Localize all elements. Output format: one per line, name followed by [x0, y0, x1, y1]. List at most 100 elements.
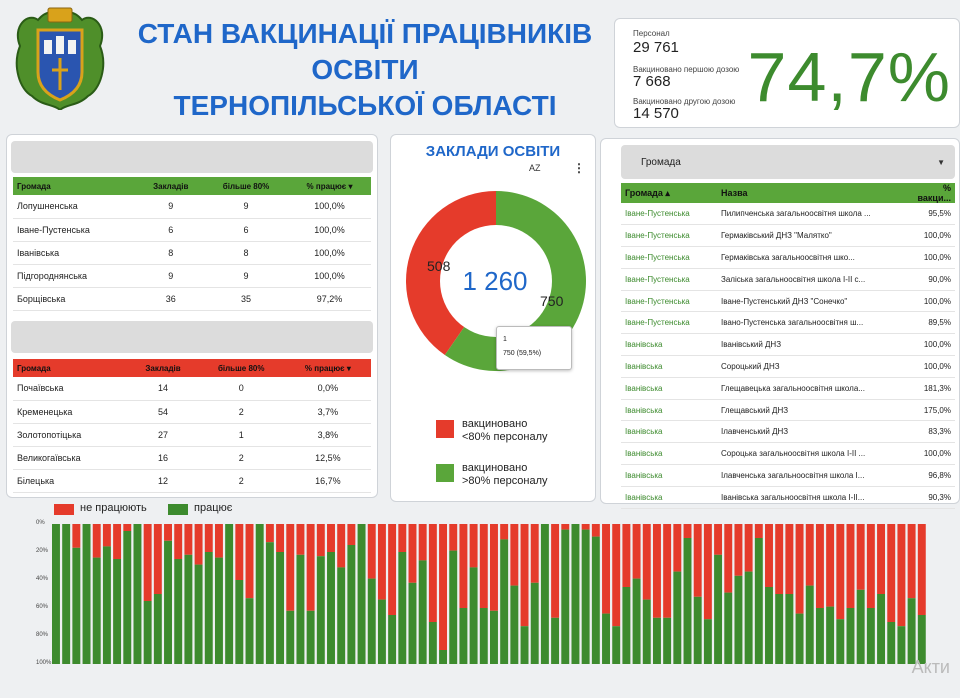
bar-not-working[interactable]	[306, 524, 315, 611]
bar-working[interactable]	[296, 554, 305, 664]
bar-working[interactable]	[459, 608, 468, 664]
bar-not-working[interactable]	[235, 524, 244, 580]
bar-not-working[interactable]	[164, 524, 172, 541]
bar-working[interactable]	[917, 615, 926, 664]
bar-not-working[interactable]	[551, 524, 560, 618]
bar-working[interactable]	[683, 538, 692, 664]
table-row[interactable]: Іванівська Сороцький ДНЗ 100,0%	[621, 355, 955, 378]
bar-working[interactable]	[642, 599, 651, 664]
bar-working[interactable]	[164, 540, 172, 664]
col-header-community[interactable]: Громада ▴	[621, 183, 717, 203]
col-header-more80[interactable]: більше 80%	[197, 359, 285, 377]
bar-not-working[interactable]	[897, 524, 906, 627]
col-header-institutions[interactable]: Закладів	[128, 359, 198, 377]
col-header-vaccinated[interactable]: % вакци...	[905, 183, 955, 203]
bar-not-working[interactable]	[591, 524, 600, 537]
bar-working[interactable]	[265, 542, 274, 664]
bar-not-working[interactable]	[887, 524, 896, 622]
bar-working[interactable]	[602, 613, 610, 664]
bar-working[interactable]	[449, 550, 458, 664]
bar-not-working[interactable]	[418, 524, 427, 561]
bar-working[interactable]	[479, 608, 488, 664]
bar-working[interactable]	[510, 585, 519, 664]
bar-working[interactable]	[62, 524, 71, 664]
bar-working[interactable]	[92, 557, 101, 664]
bar-not-working[interactable]	[479, 524, 488, 608]
bar-working[interactable]	[255, 524, 264, 664]
bar-working[interactable]	[174, 559, 183, 664]
bar-not-working[interactable]	[836, 524, 845, 620]
bar-not-working[interactable]	[377, 524, 386, 600]
bar-working[interactable]	[286, 610, 295, 664]
bar-not-working[interactable]	[174, 524, 183, 559]
bar-working[interactable]	[347, 545, 356, 664]
bar-not-working[interactable]	[602, 524, 610, 614]
more-options-icon[interactable]: ⋮	[573, 161, 585, 175]
bar-not-working[interactable]	[907, 524, 916, 599]
bar-not-working[interactable]	[765, 524, 773, 587]
bar-working[interactable]	[785, 594, 794, 664]
bar-working[interactable]	[235, 580, 244, 664]
bar-working[interactable]	[612, 626, 621, 664]
bar-not-working[interactable]	[296, 524, 305, 555]
table-row[interactable]: Іване-Пустенська 6 6 100,0%	[13, 218, 371, 242]
filter-bar-top[interactable]	[11, 141, 373, 173]
table-row[interactable]: Борщівська 36 35 97,2%	[13, 287, 371, 311]
bar-working[interactable]	[398, 552, 407, 664]
bar-not-working[interactable]	[265, 524, 274, 543]
bar-working[interactable]	[815, 608, 824, 664]
bar-working[interactable]	[622, 587, 631, 664]
bar-not-working[interactable]	[856, 524, 865, 590]
bar-not-working[interactable]	[153, 524, 162, 594]
bar-not-working[interactable]	[795, 524, 804, 614]
filter-bar-bottom[interactable]	[11, 321, 373, 353]
bar-working[interactable]	[551, 617, 560, 664]
table-row[interactable]: Іванівська Глещавський ДНЗ 175,0%	[621, 399, 955, 422]
bar-not-working[interactable]	[846, 524, 855, 608]
bar-working[interactable]	[724, 592, 733, 664]
table-row[interactable]: Лопушненська 9 9 100,0%	[13, 195, 371, 219]
table-row[interactable]: Іване-Пустенська Гермаківський ДНЗ "Малят…	[621, 224, 955, 248]
bar-not-working[interactable]	[123, 524, 132, 531]
bar-working[interactable]	[500, 539, 509, 664]
bar-not-working[interactable]	[286, 524, 295, 611]
table-row[interactable]: Почаївська 14 0 0,0%	[13, 377, 371, 401]
bar-working[interactable]	[540, 524, 549, 664]
bar-working[interactable]	[113, 559, 122, 664]
table-row[interactable]: Іване-Пустенська Іване-Пустенський ДНЗ "С…	[621, 290, 955, 313]
bar-working[interactable]	[82, 524, 91, 664]
bar-not-working[interactable]	[775, 524, 784, 594]
table-row[interactable]: Іванівська Іванівська загальноосвітня шко…	[621, 486, 955, 509]
bar-not-working[interactable]	[439, 524, 448, 650]
table-row[interactable]: Великогаївська 16 2 12,5%	[13, 446, 371, 470]
bar-working[interactable]	[703, 619, 712, 664]
bar-not-working[interactable]	[917, 524, 926, 615]
bar-not-working[interactable]	[612, 524, 621, 627]
bar-working[interactable]	[469, 567, 478, 664]
bar-working[interactable]	[754, 538, 763, 664]
bar-working[interactable]	[367, 578, 376, 664]
bar-working[interactable]	[866, 608, 875, 664]
bar-working[interactable]	[123, 531, 132, 664]
bar-working[interactable]	[225, 524, 234, 664]
bar-not-working[interactable]	[490, 524, 498, 611]
table-row[interactable]: Іванівська Сороцька загальноосвітня школа…	[621, 442, 955, 466]
bar-not-working[interactable]	[184, 524, 193, 555]
bar-not-working[interactable]	[459, 524, 468, 608]
bar-not-working[interactable]	[388, 524, 397, 615]
bar-working[interactable]	[856, 589, 865, 664]
bar-not-working[interactable]	[408, 524, 417, 583]
table-row[interactable]: Іванівська 8 8 100,0%	[13, 241, 371, 265]
bar-not-working[interactable]	[428, 524, 437, 622]
bar-working[interactable]	[734, 575, 743, 664]
bar-working[interactable]	[520, 626, 529, 664]
bar-working[interactable]	[561, 529, 570, 664]
bar-not-working[interactable]	[663, 524, 672, 618]
bar-not-working[interactable]	[398, 524, 407, 552]
table-row[interactable]: Іванівська Ілавченський ДНЗ 83,3%	[621, 420, 955, 444]
bar-working[interactable]	[184, 554, 193, 664]
bar-working[interactable]	[490, 610, 498, 664]
bar-working[interactable]	[663, 617, 672, 664]
bar-working[interactable]	[652, 617, 661, 664]
bar-not-working[interactable]	[337, 524, 346, 568]
